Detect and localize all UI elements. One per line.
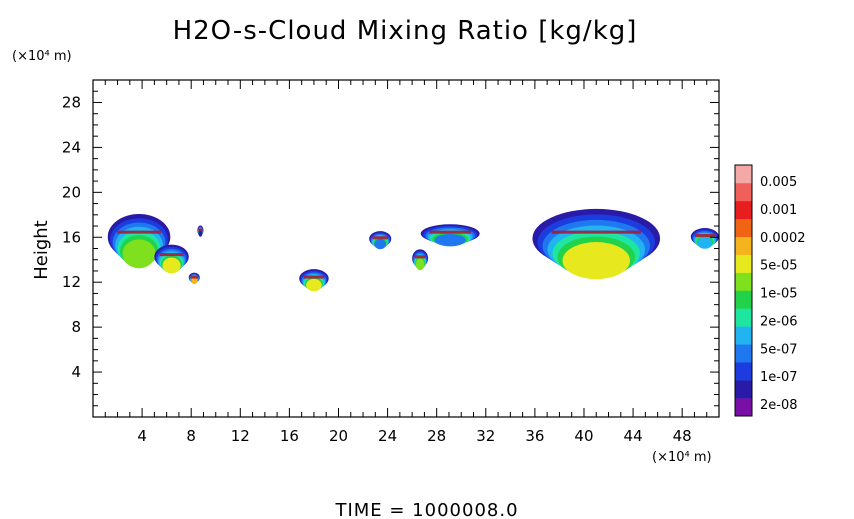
colorbar-swatch bbox=[735, 398, 752, 417]
colorbar-legend: 0.005 0.001 0.0002 5e-05 1e-05 2e-06 5e-07 1e-0… bbox=[734, 164, 806, 417]
cloud-top-edge bbox=[414, 255, 426, 259]
y-axis-label: Height bbox=[31, 220, 52, 280]
cloud-layer bbox=[306, 278, 322, 292]
x-tick-label: 20 bbox=[329, 427, 348, 445]
y-tick-label: 20 bbox=[62, 183, 81, 201]
cloud-field bbox=[107, 208, 720, 292]
colorbar-label: 1e-05 bbox=[760, 287, 798, 302]
y-tick-label: 28 bbox=[62, 93, 81, 111]
colorbar-swatch bbox=[735, 344, 752, 363]
y-tick-label: 24 bbox=[62, 138, 81, 156]
time-label: TIME = 1000008.0 bbox=[334, 500, 518, 519]
colorbar-frame bbox=[734, 164, 753, 417]
x-tick-label: 36 bbox=[525, 427, 544, 445]
x-tick-label: 24 bbox=[378, 427, 397, 445]
colorbar-label: 1e-07 bbox=[760, 370, 798, 385]
x-tick-label: 40 bbox=[574, 427, 593, 445]
cloud-layer bbox=[122, 239, 156, 269]
cloud-top-edge bbox=[551, 230, 641, 234]
cloud-top-edge bbox=[695, 234, 715, 238]
y-tick-labels: 4 8 12 16 20 24 28 bbox=[62, 93, 81, 381]
colorbar-swatch bbox=[735, 200, 752, 220]
cloud-layer bbox=[191, 277, 198, 284]
x-tick-label: 48 bbox=[673, 427, 692, 445]
cloud-region bbox=[154, 244, 189, 274]
cloud-top-edge bbox=[198, 228, 203, 232]
cloud-top-edge bbox=[190, 275, 199, 279]
cloud-region bbox=[690, 228, 720, 249]
cloud-layer bbox=[374, 238, 387, 250]
cloud-top-edge bbox=[429, 230, 471, 234]
cloud-top-edge bbox=[372, 236, 388, 240]
colorbar-swatch bbox=[735, 362, 752, 381]
cloud-region bbox=[369, 231, 392, 250]
colorbar-label: 0.005 bbox=[760, 175, 797, 190]
y-tick-label: 12 bbox=[62, 273, 81, 291]
plot-area bbox=[92, 79, 720, 418]
cloud-layer bbox=[562, 242, 630, 280]
cloud-layer bbox=[697, 237, 713, 249]
x-tick-label: 32 bbox=[476, 427, 495, 445]
x-tick-label: 12 bbox=[231, 427, 250, 445]
cloud-layer bbox=[198, 229, 203, 237]
cloud-region bbox=[420, 224, 480, 247]
cloud-region bbox=[532, 208, 661, 280]
cloud-top-edge bbox=[117, 230, 161, 234]
axis-ticks bbox=[93, 80, 719, 417]
y-tick-label: 4 bbox=[71, 363, 81, 381]
colorbar-swatch bbox=[735, 290, 752, 309]
colorbar-swatch bbox=[735, 272, 752, 291]
y-tick-label: 8 bbox=[71, 318, 81, 336]
colorbar-swatch bbox=[735, 165, 752, 184]
x-tick-label: 28 bbox=[427, 427, 446, 445]
colorbar-swatch bbox=[735, 236, 752, 255]
y-axis-unit: (×10⁴ m) bbox=[12, 49, 72, 64]
cloud-region bbox=[299, 269, 329, 292]
x-tick-label: 8 bbox=[186, 427, 196, 445]
cloud-region bbox=[107, 214, 171, 269]
colorbar-swatch bbox=[735, 254, 752, 273]
colorbar-swatch bbox=[735, 182, 752, 202]
chart-title: H2O-s-Cloud Mixing Ratio [kg/kg] bbox=[173, 16, 638, 46]
colorbar-label: 5e-05 bbox=[760, 259, 798, 274]
cloud-region bbox=[412, 249, 429, 271]
cloud-layer bbox=[162, 257, 181, 274]
cloud-top-edge bbox=[303, 275, 325, 279]
cloud-top-edge bbox=[159, 253, 184, 257]
cloud-region bbox=[188, 272, 200, 284]
cloud-layer bbox=[415, 258, 425, 271]
x-tick-label: 4 bbox=[137, 427, 147, 445]
x-tick-labels: 4 8 12 16 20 24 28 32 36 40 44 48 bbox=[137, 427, 691, 445]
x-tick-label: 44 bbox=[624, 427, 643, 445]
colorbar-label: 2e-06 bbox=[760, 314, 798, 329]
x-tick-label: 16 bbox=[280, 427, 299, 445]
colorbar-label: 5e-07 bbox=[760, 342, 798, 357]
colorbar-swatch bbox=[735, 326, 752, 345]
cloud-region bbox=[197, 225, 204, 237]
y-tick-label: 16 bbox=[62, 228, 81, 246]
colorbar-label: 0.001 bbox=[760, 203, 797, 218]
x-axis-unit: (×10⁴ m) bbox=[652, 450, 712, 465]
cloud-layer bbox=[434, 233, 466, 247]
colorbar-swatch bbox=[735, 308, 752, 327]
colorbar-swatch bbox=[735, 380, 752, 399]
colorbar-label: 0.0002 bbox=[760, 231, 806, 246]
colorbar-label: 2e-08 bbox=[760, 398, 798, 413]
colorbar-swatch bbox=[735, 218, 752, 238]
plot-frame bbox=[92, 79, 720, 418]
